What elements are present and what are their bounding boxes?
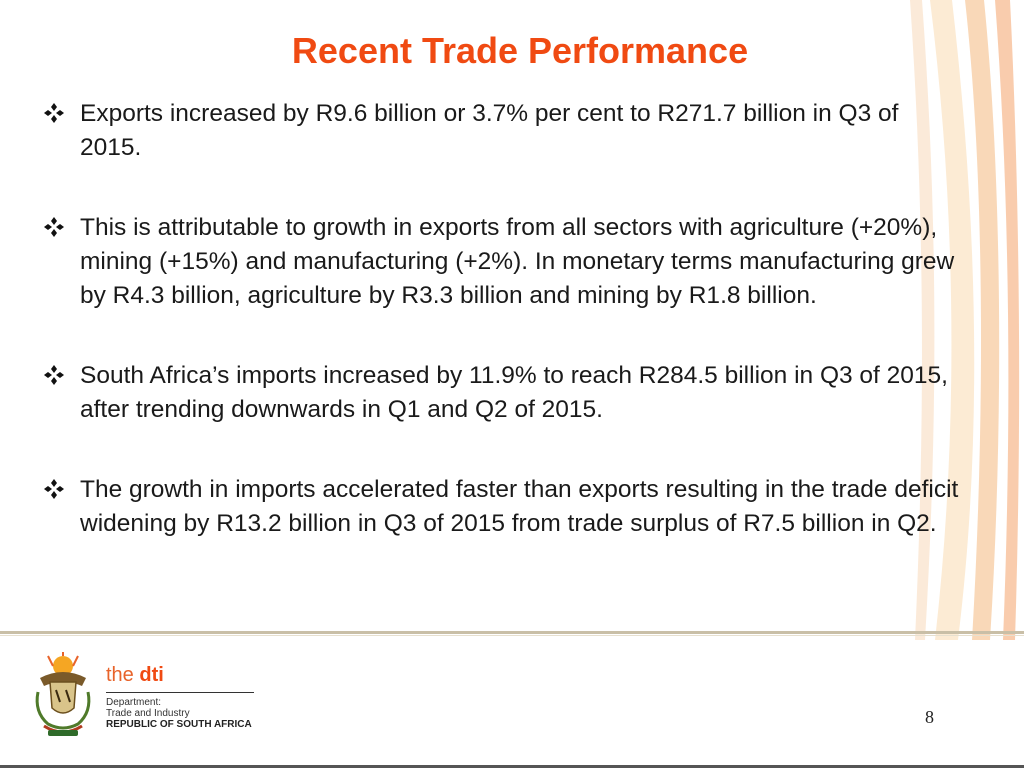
dti-logo: the dti xyxy=(106,664,164,686)
logo-rule xyxy=(106,692,254,693)
bullet-item: South Africa’s imports increased by 11.9… xyxy=(44,359,964,427)
four-diamond-bullet-icon xyxy=(44,479,64,499)
logo-dti: dti xyxy=(139,664,164,686)
bullet-text: Exports increased by R9.6 billion or 3.7… xyxy=(80,100,899,161)
four-diamond-bullet-icon xyxy=(44,103,64,123)
bullet-list: Exports increased by R9.6 billion or 3.7… xyxy=(44,97,964,541)
footer-divider xyxy=(0,631,1024,634)
bullet-item: The growth in imports accelerated faster… xyxy=(44,473,964,541)
department-text: Department: Trade and Industry REPUBLIC … xyxy=(106,697,252,730)
four-diamond-bullet-icon xyxy=(44,365,64,385)
page-number: 8 xyxy=(925,707,934,727)
four-diamond-bullet-icon xyxy=(44,217,64,237)
slide-title: Recent Trade Performance xyxy=(291,30,749,71)
bullet-item: Exports increased by R9.6 billion or 3.7… xyxy=(44,97,964,165)
dept-line-3: REPUBLIC OF SOUTH AFRICA xyxy=(106,719,252,730)
dept-line-1: Department: xyxy=(106,697,162,708)
bullet-text: South Africa’s imports increased by 11.9… xyxy=(80,362,948,423)
bullet-text: This is attributable to growth in export… xyxy=(80,214,955,309)
dept-line-2: Trade and Industry xyxy=(106,708,190,719)
logo-the: the xyxy=(106,664,134,686)
bullet-item: This is attributable to growth in export… xyxy=(44,211,964,313)
bullet-text: The growth in imports accelerated faster… xyxy=(80,476,959,537)
coat-of-arms-icon xyxy=(35,652,91,736)
bottom-border xyxy=(0,765,1024,768)
footer-divider-thin xyxy=(0,635,1024,636)
